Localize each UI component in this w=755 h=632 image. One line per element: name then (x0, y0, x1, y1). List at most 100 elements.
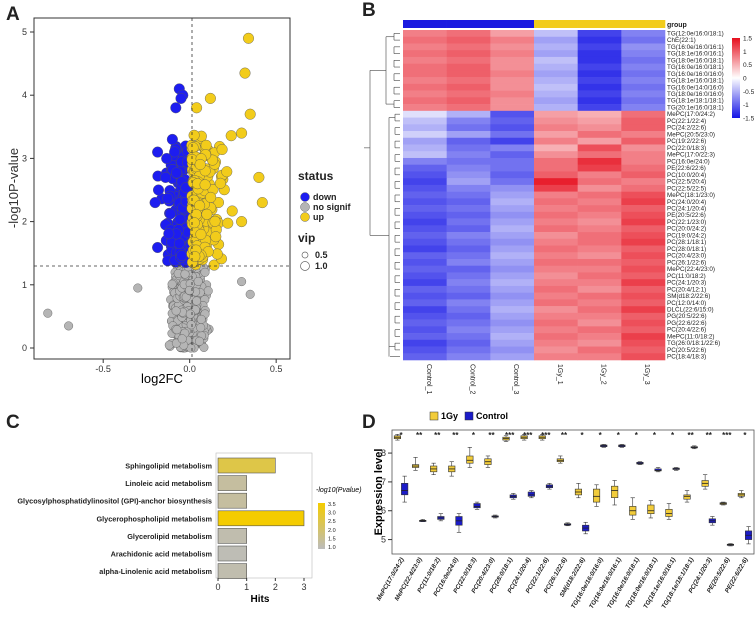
pathway-bar-chart: Sphingolipid metabolism Linoleic acid met… (17, 452, 362, 605)
box-body (592, 488, 601, 503)
box-body (654, 468, 662, 472)
heatmap-cell (403, 63, 447, 71)
heatmap-cell (534, 50, 578, 58)
significance-marker: * (635, 431, 639, 440)
heatmap-cell (534, 36, 578, 44)
heatmap-scale-tick: 1.5 (743, 36, 752, 43)
heatmap-cell (621, 211, 666, 219)
volcano-point (162, 192, 174, 204)
box-control (563, 522, 572, 527)
heatmap-cell (490, 319, 535, 327)
heatmap-cell (577, 306, 622, 314)
heatmap-cell (490, 184, 535, 192)
volcano-point (195, 228, 207, 240)
heatmap-cell (577, 104, 622, 112)
heatmap-cell (534, 245, 578, 253)
heatmap-cell (446, 36, 491, 44)
heatmap-row-label: TG(16:0e/16:0/18:1) (667, 64, 724, 71)
heatmap-row-label: TG(16:0e/16:0/16:0) (667, 71, 724, 78)
heatmap-row-label: PC(12:0/14:0) (667, 300, 706, 307)
heatmap-column-labels: Control_1 Control_2 Control_3 1Gy_1 1Gy_2 1Gy… (425, 364, 650, 394)
heatmap-cell (621, 333, 666, 341)
heatmap-row-label: PC(16:0e/24:0) (667, 158, 710, 165)
heatmap-cell (490, 151, 535, 159)
box-control (654, 467, 662, 473)
heatmap-cell (577, 97, 622, 105)
volcano-point (205, 191, 217, 203)
heatmap-cell (621, 90, 666, 98)
heatmap-cell (577, 56, 622, 64)
heatmap-cell (490, 232, 535, 240)
pathway-legend-title: -log10(Pvalue) (316, 487, 362, 494)
box-control (545, 483, 554, 490)
heatmap-cell (534, 205, 578, 213)
heatmap-cell (534, 110, 578, 118)
box-1gy (737, 490, 745, 499)
heatmap-row-label: PC(22:1/23:0) (667, 219, 706, 226)
heatmap-cell (577, 144, 622, 152)
heatmap-cell (490, 191, 535, 199)
heatmap-cell (490, 306, 535, 314)
volcano-point (191, 102, 203, 114)
pathway-legend-tick: 1.0 (328, 545, 336, 551)
legend-down-marker (300, 192, 310, 202)
box-body (665, 508, 673, 517)
heatmap-cell (403, 83, 447, 91)
heatmap-cell (577, 191, 622, 199)
heatmap-group-cell (621, 20, 666, 28)
significance-marker: ** (561, 431, 568, 440)
heatmap-cell (403, 56, 447, 64)
heatmap-cell (621, 171, 666, 179)
heatmap-cell (490, 77, 535, 85)
heatmap-cell (534, 124, 578, 132)
heatmap-cell (403, 110, 447, 118)
volcano-point (204, 92, 216, 104)
significance-marker: * (472, 431, 476, 440)
heatmap-cell (621, 36, 666, 44)
heatmap-cell (446, 346, 491, 354)
heatmap-cell (490, 252, 535, 260)
volcano-plot: 0 1 2 3 4 5 -0.5 0.0 0.5 -log10P-value log2FC s… (6, 17, 351, 386)
heatmap-cell (403, 232, 447, 240)
heatmap-cell (403, 137, 447, 145)
pathway-label: Glycerophospholipid metabolism (96, 514, 212, 523)
heatmap-row-label: PC(20:0/24:2) (667, 226, 706, 233)
heatmap-column-label: Control_3 (512, 364, 519, 394)
heatmap-scale-tick: 1 (743, 49, 747, 56)
heatmap-cell (446, 218, 491, 226)
heatmap-cell (446, 279, 491, 287)
heatmap-cell (403, 333, 447, 341)
heatmap-cell (446, 252, 491, 260)
volcano-point (163, 228, 175, 240)
heatmap-cell (577, 117, 622, 125)
heatmap-cell (621, 346, 666, 354)
heatmap-row-label: MePC(20:5/23:0) (667, 131, 715, 138)
box-1gy (592, 484, 601, 507)
heatmap-cell (621, 50, 666, 58)
heatmap-cell (621, 191, 666, 199)
heatmap-cell (490, 245, 535, 253)
volcano-point (242, 32, 254, 44)
pathway-bar (217, 510, 305, 527)
box-body (401, 482, 409, 496)
legend-control-swatch (464, 411, 474, 421)
heatmap-group-cell (534, 20, 578, 28)
heatmap-cell (446, 178, 491, 186)
box-1gy (556, 455, 564, 464)
volcano-y-tick-label: 1 (22, 280, 27, 290)
box-1gy (647, 500, 655, 519)
heatmap-cell (621, 63, 666, 71)
heatmap-row-label: PC(20:4/22:6) (667, 327, 706, 334)
heatmap-column-label: 1Gy_3 (643, 364, 650, 385)
box-body (683, 494, 691, 500)
heatmap-cell (534, 211, 578, 219)
box-body (473, 503, 481, 509)
heatmap-cell (446, 205, 491, 213)
box-plot-boxes (393, 434, 753, 547)
heatmap-cell (577, 205, 622, 213)
heatmap-row-label: PC(19:0/24:2) (667, 232, 706, 239)
heatmap-scale-tick: -1.5 (743, 116, 755, 123)
pathway-bars (217, 457, 305, 579)
volcano-y-tick-label: 0 (22, 343, 27, 353)
